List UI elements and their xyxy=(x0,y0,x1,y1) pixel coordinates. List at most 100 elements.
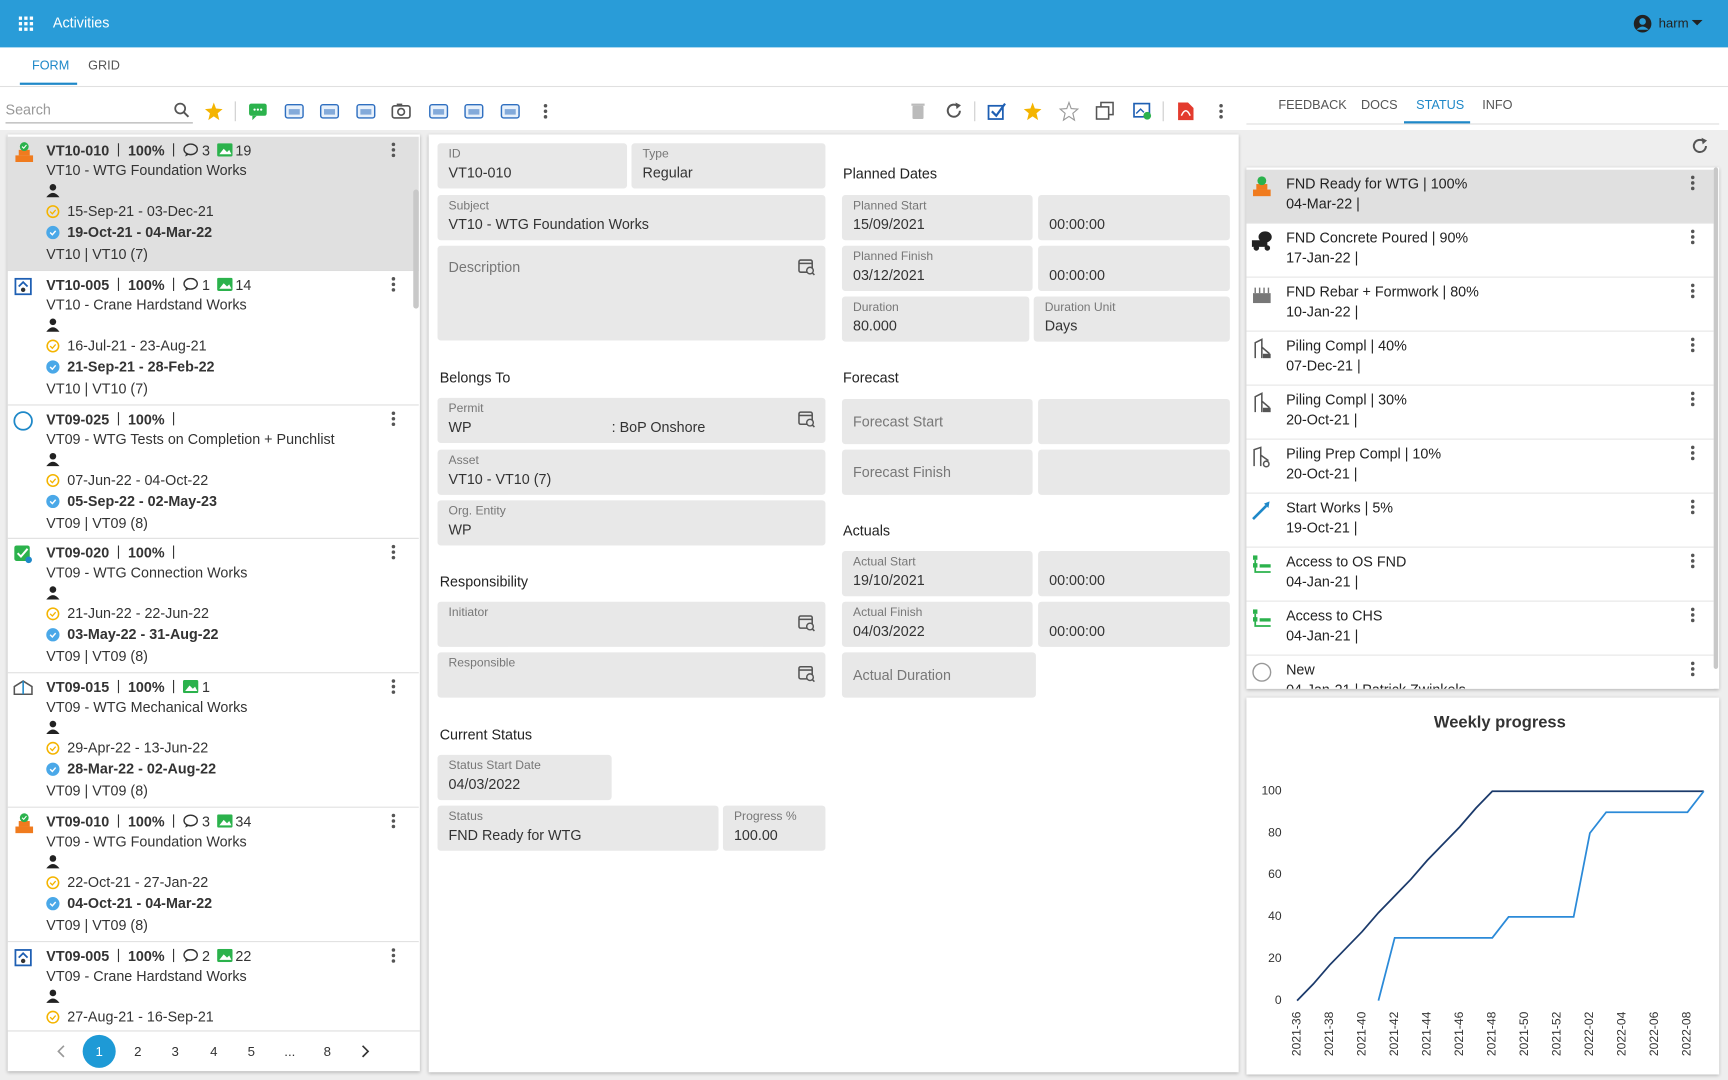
form-field[interactable]: Asset VT10 - VT10 (7) xyxy=(437,449,826,495)
lookup-button[interactable] xyxy=(798,665,816,684)
empty-field[interactable] xyxy=(1038,398,1230,445)
toolbar-button[interactable] xyxy=(987,102,1006,120)
favorite-button[interactable] xyxy=(1023,102,1042,121)
status-menu[interactable] xyxy=(1689,553,1696,569)
activity-item[interactable]: VT10-010 100% 3 19 VT10 - WTG Foundation Wor… xyxy=(7,136,419,271)
toolbar-button[interactable] xyxy=(464,102,484,120)
activity-item[interactable]: VT09-010 100% 3 34 VT09 - WTG Foundation Wor… xyxy=(7,807,419,943)
status-menu[interactable] xyxy=(1689,661,1696,677)
status-item[interactable]: Access to OS FND 04-Jan-21 | xyxy=(1246,547,1714,602)
form-field[interactable]: Forecast Finish xyxy=(841,449,1033,495)
form-field[interactable]: Permit WP: BoP Onshore xyxy=(437,397,826,444)
form-field[interactable]: 00:00:00 xyxy=(1038,195,1230,241)
view-tab[interactable]: FORM xyxy=(31,59,70,73)
page-number[interactable]: 4 xyxy=(210,1043,218,1060)
lookup-button[interactable] xyxy=(798,259,816,277)
status-item[interactable]: Piling Prep Compl | 10% 20-Oct-21 | xyxy=(1246,439,1714,494)
status-menu[interactable] xyxy=(1689,607,1696,623)
form-field[interactable]: Responsible xyxy=(437,652,826,698)
status-item[interactable]: Access to CHS 04-Jan-21 | xyxy=(1246,601,1714,656)
toolbar-button[interactable] xyxy=(391,102,411,120)
status-item[interactable]: New 04-Jan-21 | Patrick Zwinkels xyxy=(1246,655,1714,689)
activity-menu[interactable] xyxy=(390,947,397,963)
form-field[interactable]: Subject VT10 - WTG Foundation Works xyxy=(437,195,826,241)
apps-icon[interactable] xyxy=(18,16,34,32)
activity-item[interactable]: VT09-025 100% VT09 - WTG Tests on Completi… xyxy=(7,405,419,540)
toolbar-button[interactable] xyxy=(429,102,449,120)
copy-button[interactable] xyxy=(1095,101,1115,120)
form-field[interactable]: Type Regular xyxy=(631,143,826,189)
form-field[interactable]: Planned Start 15/09/2021 xyxy=(841,195,1033,241)
form-field[interactable]: 00:00:00 xyxy=(1038,601,1230,647)
activity-menu[interactable] xyxy=(390,545,397,560)
form-field[interactable]: Progress % 100.00 xyxy=(722,805,826,851)
pdf-button[interactable] xyxy=(1178,102,1194,121)
page-number[interactable]: 5 xyxy=(247,1043,255,1060)
form-field[interactable]: Actual Start 19/10/2021 xyxy=(841,551,1033,597)
lookup-button[interactable] xyxy=(798,411,816,429)
page-number[interactable]: 8 xyxy=(323,1043,331,1060)
form-field[interactable]: Status FND Ready for WTG xyxy=(437,805,719,851)
page-number[interactable]: 1 xyxy=(95,1043,103,1060)
page-prev[interactable] xyxy=(57,1045,66,1058)
toolbar-menu[interactable] xyxy=(1218,104,1225,119)
detail-tab[interactable]: INFO xyxy=(1482,99,1513,113)
status-item[interactable]: FND Concrete Poured | 90% 17-Jan-22 | xyxy=(1246,223,1714,278)
activity-menu[interactable] xyxy=(390,679,397,695)
form-field[interactable]: Initiator xyxy=(437,601,826,647)
activity-menu[interactable] xyxy=(390,276,397,292)
form-field[interactable]: Planned Finish 03/12/2021 xyxy=(841,245,1033,291)
form-field[interactable]: 00:00:00 xyxy=(1038,245,1230,291)
status-item[interactable]: Piling Compl | 40% 07-Dec-21 | xyxy=(1246,331,1714,386)
toolbar-button[interactable] xyxy=(1133,102,1152,120)
form-field[interactable]: Org. Entity WP xyxy=(437,500,826,546)
status-menu[interactable] xyxy=(1689,445,1696,461)
activity-menu[interactable] xyxy=(390,411,397,426)
status-item[interactable]: FND Ready for WTG | 100% 04-Mar-22 | xyxy=(1246,169,1714,224)
toolbar-button[interactable] xyxy=(356,102,376,120)
status-item[interactable]: FND Rebar + Formwork | 80% 10-Jan-22 | xyxy=(1246,277,1714,332)
empty-field[interactable] xyxy=(1038,449,1230,495)
page-next[interactable] xyxy=(361,1045,370,1058)
lookup-button[interactable] xyxy=(798,615,816,633)
status-menu[interactable] xyxy=(1689,229,1696,245)
detail-tab[interactable]: STATUS xyxy=(1416,99,1465,113)
user-name[interactable]: harm xyxy=(1658,15,1689,31)
status-menu[interactable] xyxy=(1689,283,1696,299)
activity-item[interactable]: VT09-015 100% 1 VT09 - WTG Mechanical Works… xyxy=(7,673,419,808)
user-icon[interactable] xyxy=(1633,14,1652,33)
status-menu[interactable] xyxy=(1689,391,1696,407)
favorite-filter[interactable] xyxy=(204,102,223,121)
page-number[interactable]: 3 xyxy=(171,1043,179,1060)
toolbar-menu[interactable] xyxy=(542,104,549,119)
activity-menu[interactable] xyxy=(390,813,397,829)
form-field[interactable]: Description xyxy=(437,245,826,341)
activity-item[interactable]: VT09-020 100% VT09 - WTG Connection Works 2… xyxy=(7,539,419,674)
toolbar-button[interactable] xyxy=(319,102,340,120)
unfavorite-button[interactable] xyxy=(1058,100,1080,122)
form-field[interactable]: Actual Duration xyxy=(841,652,1036,698)
activity-item[interactable]: VT09-005 100% 2 22 VT09 - Crane Hardstand Wo… xyxy=(7,942,419,1031)
page-number[interactable]: 2 xyxy=(134,1043,142,1060)
user-caret[interactable] xyxy=(1691,19,1703,27)
form-field[interactable]: Forecast Start xyxy=(841,398,1033,445)
form-field[interactable]: Duration 80.000 xyxy=(841,296,1030,342)
form-field[interactable]: Duration Unit Days xyxy=(1033,296,1230,342)
form-field[interactable]: ID VT10-010 xyxy=(437,143,628,189)
refresh-button[interactable] xyxy=(946,102,963,119)
delete-button[interactable] xyxy=(911,102,925,120)
search-icon[interactable] xyxy=(174,102,190,118)
detail-tab[interactable]: FEEDBACK xyxy=(1278,99,1347,113)
status-menu[interactable] xyxy=(1689,337,1696,353)
form-field[interactable]: Actual Finish 04/03/2022 xyxy=(841,601,1033,647)
form-field[interactable]: 00:00:00 xyxy=(1038,551,1230,597)
toolbar-button[interactable] xyxy=(284,102,304,120)
search-input[interactable]: Search xyxy=(5,101,51,118)
status-menu[interactable] xyxy=(1689,499,1696,515)
toolbar-button[interactable] xyxy=(249,103,267,121)
detail-tab[interactable]: DOCS xyxy=(1361,99,1398,113)
activity-item[interactable]: VT10-005 100% 1 14 VT10 - Crane Hardstand Wo… xyxy=(7,270,419,406)
refresh-status[interactable] xyxy=(1692,137,1709,155)
status-item[interactable]: Start Works | 5% 19-Oct-21 | xyxy=(1246,493,1714,548)
activity-menu[interactable] xyxy=(390,142,397,158)
